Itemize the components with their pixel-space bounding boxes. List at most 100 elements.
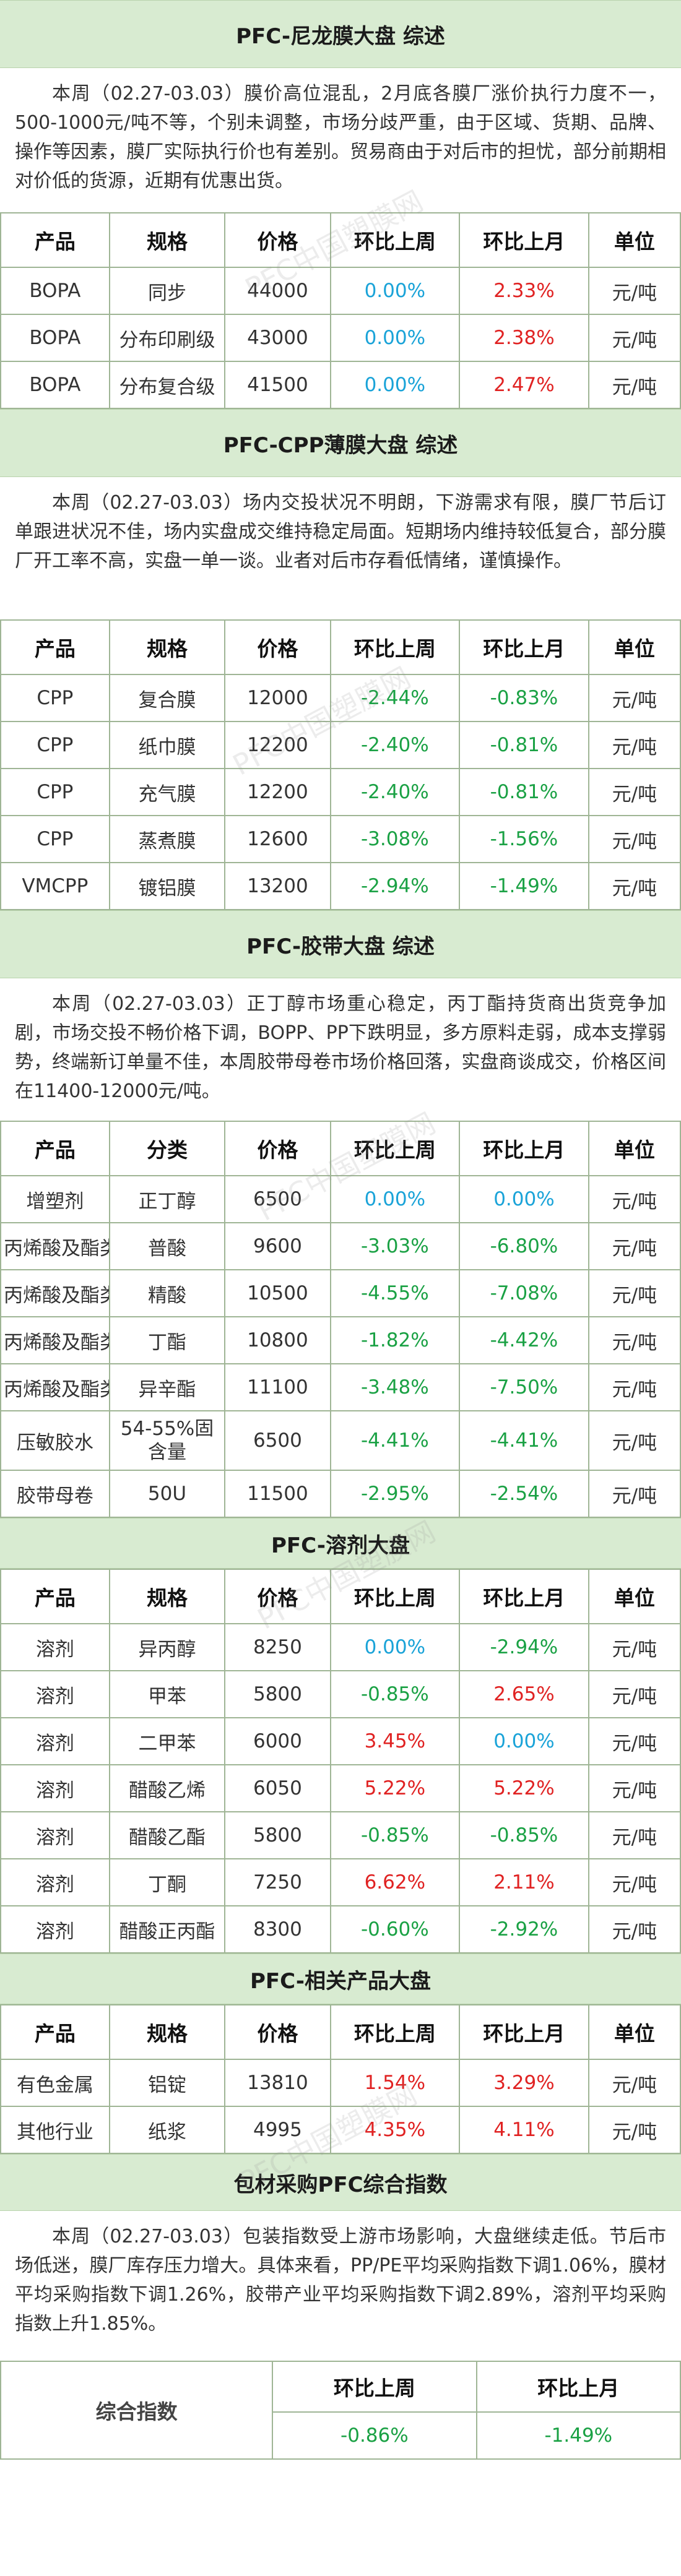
cell-spec: 异辛酯 xyxy=(108,1363,226,1411)
cell-spec: 分布复合级 xyxy=(108,361,226,409)
section-solvent: PFC-溶剂大盘 产品 规格 价格 环比上周 环比上月 单位 溶剂 异丙醇 8250… xyxy=(0,1518,681,1954)
cell-price: 44000 xyxy=(224,267,331,315)
section-title: 包材采购PFC综合指数 xyxy=(0,2154,681,2211)
col-header: 规格 xyxy=(108,212,226,268)
cell-month-change: 2.47% xyxy=(459,361,589,409)
cell-week-change: -4.55% xyxy=(329,1269,461,1317)
cell-product: 溶剂 xyxy=(0,1764,110,1812)
cell-unit: 元/吨 xyxy=(588,1717,681,1765)
price-table: 产品 规格 价格 环比上周 环比上月 单位 CPP 复合膜 12000 -2.44% -… xyxy=(0,619,681,910)
table-row: 丙烯酸及酯类 丁酯 10800 -1.82% -4.42% 元/吨 xyxy=(0,1316,681,1364)
cell-price: 10500 xyxy=(224,1269,331,1317)
table-row: 压敏胶水 54-55%固含量 6500 -4.41% -4.41% 元/吨 xyxy=(0,1410,681,1471)
cell-unit: 元/吨 xyxy=(588,1764,681,1812)
col-header: 单位 xyxy=(588,1121,681,1176)
cell-product: 丙烯酸及酯类 xyxy=(0,1363,110,1411)
cell-product: CPP xyxy=(0,674,110,722)
price-table: 产品 规格 价格 环比上周 环比上月 单位 溶剂 异丙醇 8250 0.00% -2.9… xyxy=(0,1569,681,1954)
col-header: 产品 xyxy=(0,1569,110,1624)
col-header: 环比上月 xyxy=(459,619,589,675)
col-header: 环比上周 xyxy=(329,212,461,268)
cell-spec: 50U xyxy=(108,1470,226,1518)
cell-month-change: -2.54% xyxy=(459,1470,589,1518)
col-header: 价格 xyxy=(224,619,331,675)
col-header: 环比上周 xyxy=(329,1569,461,1624)
table-row: 丙烯酸及酯类 普酸 9600 -3.03% -6.80% 元/吨 xyxy=(0,1222,681,1270)
cell-week-change: 3.45% xyxy=(329,1717,461,1765)
cell-spec: 甲苯 xyxy=(108,1670,226,1718)
col-header: 环比上月 xyxy=(459,1121,589,1176)
cell-spec: 醋酸乙酯 xyxy=(108,1811,226,1859)
cell-unit: 元/吨 xyxy=(588,361,681,409)
cell-price: 6050 xyxy=(224,1764,331,1812)
col-header: 分类 xyxy=(108,1121,226,1176)
cell-week-change: 6.62% xyxy=(329,1858,461,1906)
cell-price: 12000 xyxy=(224,674,331,722)
table-row: 其他行业 纸浆 4995 4.35% 4.11% 元/吨 xyxy=(0,2106,681,2154)
cell-unit: 元/吨 xyxy=(588,267,681,315)
col-header: 产品 xyxy=(0,2004,110,2060)
index-week-change: -0.86% xyxy=(272,2411,477,2460)
price-table: 产品 规格 价格 环比上周 环比上月 单位 BOPA 同步 44000 0.00% 2.… xyxy=(0,212,681,409)
cell-spec: 充气膜 xyxy=(108,768,226,816)
cell-product: CPP xyxy=(0,815,110,863)
cell-unit: 元/吨 xyxy=(588,1410,681,1471)
cell-price: 8250 xyxy=(224,1623,331,1671)
table-row: 胶带母卷 50U 11500 -2.95% -2.54% 元/吨 xyxy=(0,1470,681,1518)
table-row: 溶剂 二甲苯 6000 3.45% 0.00% 元/吨 xyxy=(0,1717,681,1765)
cell-product: 溶剂 xyxy=(0,1905,110,1954)
cell-spec: 醋酸正丙酯 xyxy=(108,1905,226,1954)
cell-price: 5800 xyxy=(224,1811,331,1859)
cell-product: 有色金属 xyxy=(0,2059,110,2107)
table-header-row: 产品 分类 价格 环比上周 环比上月 单位 xyxy=(0,1121,681,1176)
table-row: CPP 复合膜 12000 -2.44% -0.83% 元/吨 xyxy=(0,674,681,722)
cell-month-change: -4.41% xyxy=(459,1410,589,1471)
table-row: BOPA 分布复合级 41500 0.00% 2.47% 元/吨 xyxy=(0,361,681,409)
table-row: BOPA 同步 44000 0.00% 2.33% 元/吨 xyxy=(0,267,681,315)
col-header: 规格 xyxy=(108,619,226,675)
cell-month-change: -2.92% xyxy=(459,1905,589,1954)
cell-product: 溶剂 xyxy=(0,1811,110,1859)
col-header: 环比上月 xyxy=(459,1569,589,1624)
col-header: 价格 xyxy=(224,212,331,268)
cell-week-change: 0.00% xyxy=(329,314,461,362)
cell-unit: 元/吨 xyxy=(588,1175,681,1223)
cell-unit: 元/吨 xyxy=(588,674,681,722)
section-title: PFC-相关产品大盘 xyxy=(0,1954,681,2004)
cell-price: 4995 xyxy=(224,2106,331,2154)
cell-spec: 54-55%固含量 xyxy=(108,1410,226,1471)
cell-spec: 复合膜 xyxy=(108,674,226,722)
cell-week-change: -2.40% xyxy=(329,721,461,769)
cell-product: BOPA xyxy=(0,267,110,315)
cell-product: 丙烯酸及酯类 xyxy=(0,1269,110,1317)
cell-product: VMCPP xyxy=(0,862,110,910)
cell-price: 7250 xyxy=(224,1858,331,1906)
cell-month-change: -0.81% xyxy=(459,768,589,816)
cell-price: 13810 xyxy=(224,2059,331,2107)
cell-week-change: -2.44% xyxy=(329,674,461,722)
col-header: 环比上周 xyxy=(329,619,461,675)
cell-price: 9600 xyxy=(224,1222,331,1270)
cell-week-change: -2.94% xyxy=(329,862,461,910)
col-header: 单位 xyxy=(588,619,681,675)
col-header: 规格 xyxy=(108,2004,226,2060)
section-summary: 本周（02.27-03.03）包装指数受上游市场影响，大盘继续走低。节后市场低迷… xyxy=(15,2226,666,2335)
col-header: 环比上周 xyxy=(329,2004,461,2060)
cell-month-change: -7.08% xyxy=(459,1269,589,1317)
section-summary: 本周（02.27-03.03）正丁醇市场重心稳定，丙丁酯持货商出货竞争加剧，市场… xyxy=(15,993,666,1102)
cell-unit: 元/吨 xyxy=(588,862,681,910)
cell-price: 11100 xyxy=(224,1363,331,1411)
cell-unit: 元/吨 xyxy=(588,2059,681,2107)
cell-unit: 元/吨 xyxy=(588,314,681,362)
index-label: 综合指数 xyxy=(0,2361,274,2460)
cell-spec: 纸浆 xyxy=(108,2106,226,2154)
index-value-row: -0.86% -1.49% xyxy=(1,2411,681,2460)
cell-spec: 二甲苯 xyxy=(108,1717,226,1765)
section-tape: PFC-胶带大盘 综述 本周（02.27-03.03）正丁醇市场重心稳定，丙丁酯… xyxy=(0,910,681,1518)
cell-product: 溶剂 xyxy=(0,1858,110,1906)
cell-unit: 元/吨 xyxy=(588,1269,681,1317)
cell-product: BOPA xyxy=(0,314,110,362)
col-header: 规格 xyxy=(108,1569,226,1624)
table-header-row: 产品 规格 价格 环比上周 环比上月 单位 xyxy=(0,212,681,268)
cell-month-change: -1.56% xyxy=(459,815,589,863)
